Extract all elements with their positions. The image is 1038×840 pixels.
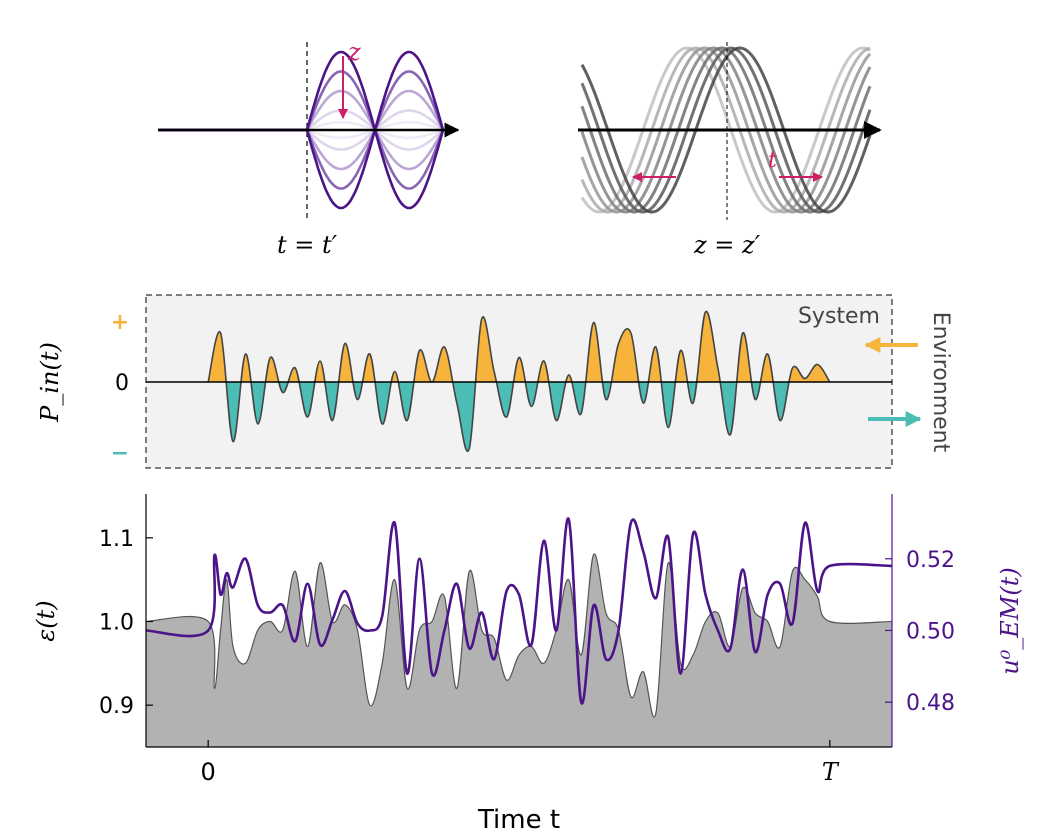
panel-dielectric: 0.9 1.0 1.1 0.48 0.50 0.52 0 T ε(t) u⁰_EM(t) Ti… xyxy=(32,494,1024,835)
epsilon-curve xyxy=(146,553,892,718)
epsilon-ylabel: ε(t) xyxy=(32,600,60,641)
epsilon-area xyxy=(146,553,892,747)
ytick-minus: − xyxy=(111,441,129,466)
t-arrow-label: t xyxy=(768,148,777,173)
xtick-label-0: 0 xyxy=(201,758,216,786)
temporal-wave-curves xyxy=(580,46,872,214)
left-ytick-label-0: 0.9 xyxy=(99,694,134,719)
right-ytick-label-2: 0.52 xyxy=(906,548,955,573)
panel-power-input: System Environment + 0 − P_in(t) xyxy=(36,294,953,469)
temporal-wave-line-6 xyxy=(580,46,872,214)
panel-spatial-wave: z t = t′ xyxy=(158,38,460,259)
environment-label: Environment xyxy=(928,312,953,453)
ytick-zero: 0 xyxy=(115,371,129,396)
energy-density-ylabel: u⁰_EM(t) xyxy=(996,567,1024,675)
temporal-wave-line-0 xyxy=(580,46,871,214)
right-ytick-label-1: 0.50 xyxy=(906,619,955,644)
dielectric-ticks: 0.9 1.0 1.1 0.48 0.50 0.52 0 T xyxy=(99,527,955,786)
system-label: System xyxy=(798,304,880,329)
z-arrow-label: z xyxy=(347,38,361,66)
power-ylabel: P_in(t) xyxy=(36,342,64,423)
left-ytick-label-2: 1.1 xyxy=(99,527,134,552)
xtick-label-1: T xyxy=(822,758,840,786)
panel-temporal-wave: t z = z′ xyxy=(578,42,882,259)
power-negative-area xyxy=(208,382,830,452)
right-ytick-label-0: 0.48 xyxy=(906,691,955,716)
ytick-plus: + xyxy=(111,310,129,335)
power-curve xyxy=(207,310,831,452)
time-xlabel: Time t xyxy=(477,805,560,835)
t-equals-tprime-caption: t = t′ xyxy=(277,231,338,259)
energy-density-curve xyxy=(146,517,892,705)
power-positive-area xyxy=(208,311,830,382)
z-equals-zprime-caption: z = z′ xyxy=(693,231,761,259)
left-ytick-label-1: 1.0 xyxy=(99,611,134,636)
